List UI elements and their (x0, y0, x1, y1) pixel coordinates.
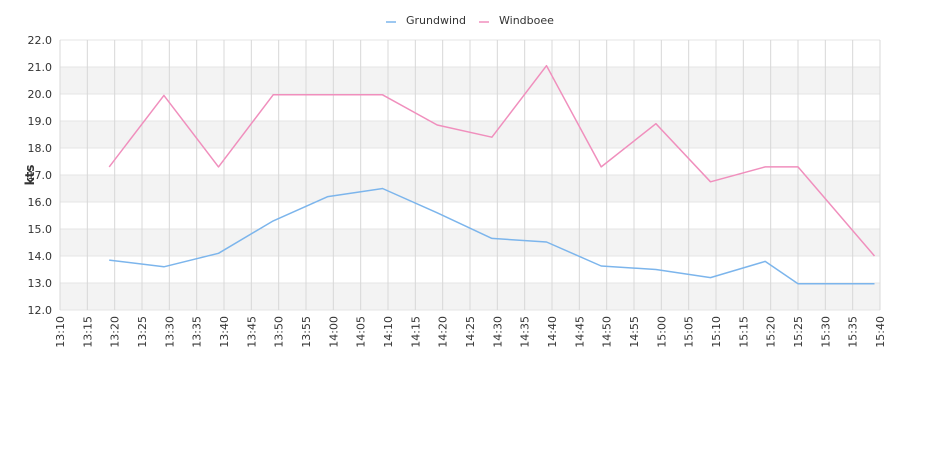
x-tick-label: 14:55 (628, 316, 641, 348)
y-tick-label: 13.0 (28, 277, 53, 290)
y-tick-label: 22.0 (28, 34, 53, 47)
grid-lines (59, 39, 881, 311)
y-tick-label: 18.0 (28, 142, 53, 155)
series-line-grundwind (109, 187, 875, 285)
y-tick-label: 14.0 (28, 250, 53, 263)
x-tick-label: 15:35 (847, 316, 860, 348)
x-tick-label: 14:40 (546, 316, 559, 348)
series-lines (108, 64, 876, 285)
x-tick-label: 13:35 (191, 316, 204, 348)
x-tick-label: 13:15 (81, 316, 94, 348)
x-tick-label: 15:25 (792, 316, 805, 348)
x-tick-label: 13:25 (136, 316, 149, 348)
legend-label[interactable]: Grundwind (406, 14, 466, 27)
x-tick-label: 15:20 (765, 316, 778, 348)
x-tick-label: 14:10 (382, 316, 395, 348)
y-tick-label: 19.0 (28, 115, 53, 128)
x-tick-label: 14:05 (355, 316, 368, 348)
x-tick-label: 15:30 (819, 316, 832, 348)
x-tick-label: 14:45 (573, 316, 586, 348)
x-tick-label: 15:15 (737, 316, 750, 348)
series-line-windboee (108, 64, 876, 257)
x-tick-label: 14:25 (464, 316, 477, 348)
y-axis-title: kts (23, 165, 37, 186)
y-tick-label: 20.0 (28, 88, 53, 101)
legend-label[interactable]: Windboee (499, 14, 554, 27)
x-tick-label: 15:05 (683, 316, 696, 348)
x-tick-label: 13:40 (218, 316, 231, 348)
x-tick-label: 14:20 (437, 316, 450, 348)
y-tick-label: 12.0 (28, 304, 53, 317)
x-tick-label: 13:30 (163, 316, 176, 348)
x-tick-label: 15:00 (655, 316, 668, 348)
y-axis: 12.0 13.0 14.0 15.0 16.0 17.0 18.0 19.0 20.0 21.0… (28, 34, 53, 317)
y-tick-label: 16.0 (28, 196, 53, 209)
x-tick-label: 13:55 (300, 316, 313, 348)
y-tick-label: 17.0 (28, 169, 53, 182)
x-tick-label: 15:10 (710, 316, 723, 348)
x-axis: 13:10 13:15 13:20 13:25 13:30 13:35 13:40 13:45… (54, 316, 887, 348)
x-tick-label: 14:15 (409, 316, 422, 348)
x-tick-label: 14:30 (491, 316, 504, 348)
x-tick-label: 13:45 (245, 316, 258, 348)
x-tick-label: 14:35 (519, 316, 532, 348)
x-tick-label: 14:50 (601, 316, 614, 348)
x-tick-label: 15:40 (874, 316, 887, 348)
x-tick-label: 14:00 (327, 316, 340, 348)
x-tick-label: 13:50 (273, 316, 286, 348)
y-tick-label: 15.0 (28, 223, 53, 236)
y-tick-label: 21.0 (28, 61, 53, 74)
x-tick-label: 13:10 (54, 316, 67, 348)
legend: Grundwind Windboee (386, 14, 554, 27)
x-tick-label: 13:20 (109, 316, 122, 348)
